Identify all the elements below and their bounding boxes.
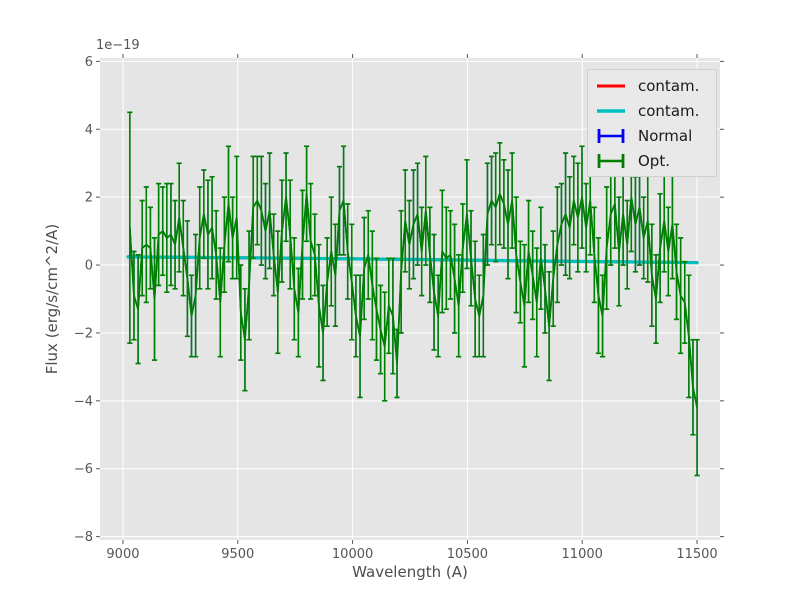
svg-text:11000: 11000 [562,547,603,562]
series-opt [127,111,700,477]
legend-item-normal: Normal [594,124,710,148]
green-errorbar-swatch-icon [597,153,625,168]
svg-text:10500: 10500 [447,547,488,562]
legend-item-contam-red: contam. [594,74,710,98]
svg-text:11500: 11500 [676,547,717,562]
legend: contam. contam. Normal Opt. [587,69,717,177]
svg-text:−2: −2 [74,326,93,341]
tick-labels: 9000 9500 10000 10500 11000 11500 6 4 2 0 −2 −4 −6 −8 [74,55,718,562]
tick-marks [96,54,724,544]
cyan-line-swatch-icon [597,108,625,113]
red-line-swatch-icon [597,84,625,87]
legend-item-opt: Opt. [594,149,710,173]
legend-label-contam-cyan: contam. [638,101,700,120]
legend-label-normal: Normal [638,126,693,145]
svg-text:−6: −6 [74,462,93,477]
svg-text:6: 6 [85,55,93,70]
svg-text:10000: 10000 [332,547,373,562]
svg-text:−8: −8 [74,530,93,545]
svg-text:9500: 9500 [221,547,254,562]
svg-text:4: 4 [85,123,93,138]
y-axis-label: Flux (erg/s/cm^2/A) [43,223,61,375]
legend-label-opt: Opt. [638,151,670,170]
svg-text:0: 0 [85,259,93,274]
y-axis-offset-text: 1e−19 [96,38,140,53]
svg-text:−4: −4 [74,394,93,409]
svg-text:2: 2 [85,191,93,206]
svg-text:9000: 9000 [106,547,139,562]
x-axis-label: Wavelength (A) [352,563,468,581]
legend-item-contam-cyan: contam. [594,99,710,123]
legend-label-contam-red: contam. [638,76,700,95]
blue-errorbar-swatch-icon [597,128,625,143]
